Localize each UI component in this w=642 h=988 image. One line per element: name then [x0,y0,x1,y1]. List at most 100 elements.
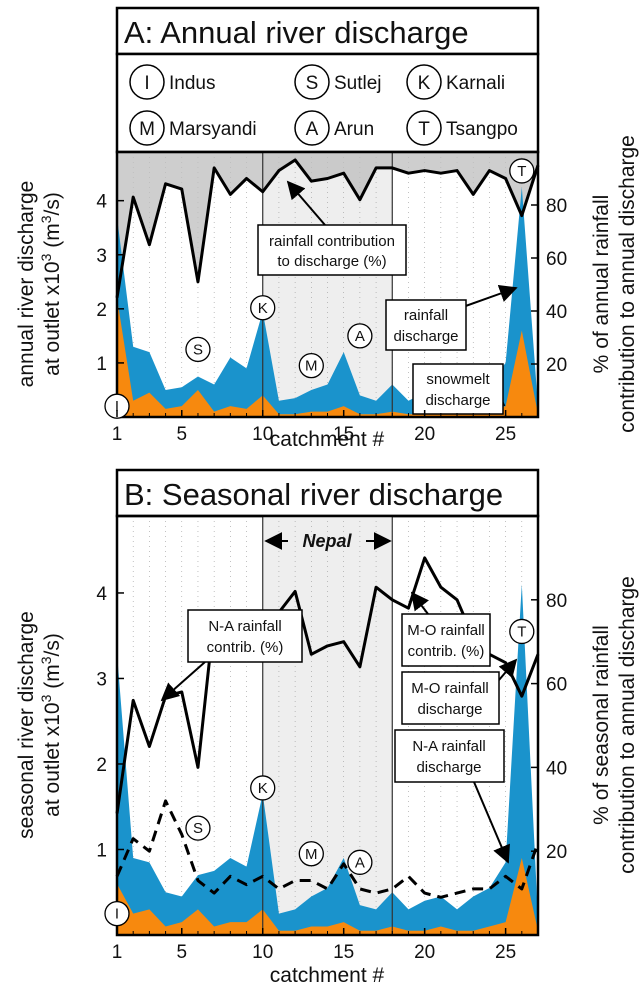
annotation-text: rainfall contribution [269,233,395,250]
annotation-text: M-O rainfall [411,680,489,697]
y-axis-label-b: seasonal river discharge at outlet x103 … [15,611,64,839]
x-tick-label: 5 [176,942,187,963]
river-marker [104,393,130,419]
legend-label: Arun [334,119,374,140]
river-markers-b: I S K M A T [104,618,535,927]
annotation-na-discharge: N-A rainfall discharge [394,729,510,864]
y-tick-label: 4 [96,192,107,213]
y-tick-label: 2 [96,300,107,321]
legend-code: T [418,119,430,140]
legend-label: Marsyandi [169,119,257,140]
river-marker-code: T [517,623,526,640]
annotation-text: discharge [417,701,482,718]
svg-text:seasonal river discharge: seasonal river discharge [15,611,38,839]
x-tick-label: 15 [333,424,354,445]
nepal-label: Nepal [302,531,352,551]
river-marker-code: A [355,854,365,871]
river-marker-code: S [193,341,203,358]
river-marker [347,323,373,349]
legend: I Indus S Sutlej K Karnali M Marsyandi A Arun T Tsa… [129,64,518,146]
y2-tick-label: 80 [546,591,567,612]
legend-item: K Karnali [406,64,505,100]
legend-label: Tsangpo [446,119,518,140]
legend-marker [129,64,165,100]
annotation-rainfall-contribution: rainfall contribution to discharge (%) [257,180,407,276]
river-marker-code: K [258,300,268,317]
river-marker [509,158,535,184]
y2-tick-label: 40 [546,758,567,779]
svg-text:contribution to annual dischar: contribution to annual discharge [616,576,639,874]
legend-code: M [139,119,155,140]
annotation-text: discharge [393,328,458,345]
legend-item: S Sutlej [294,64,382,100]
x-tick-label: 20 [414,942,435,963]
annotation-text: discharge [425,392,490,409]
contribution-line [115,158,540,298]
y2-tick-label: 20 [546,355,567,376]
title-b: B: Seasonal river discharge [124,477,503,512]
plot-area-b [115,516,540,935]
legend-code: I [144,73,149,94]
title-box-b [115,468,540,518]
y-tick-label: 2 [96,755,107,776]
legend-marker [129,110,165,146]
svg-text:annual river discharge: annual river discharge [15,181,38,388]
legend-item: I Indus [129,64,215,100]
y2-axis-label-b: % of seasonal rainfall contribution to a… [590,576,639,874]
annotation-text: to discharge (%) [277,253,386,270]
y2-tick-label: 40 [546,302,567,323]
svg-text:contribution to annual dischar: contribution to annual discharge [616,135,639,433]
river-marker [250,775,276,801]
x-tick-label: 20 [414,424,435,445]
y-tick-label: 3 [96,246,107,267]
legend-label: Sutlej [334,73,382,94]
svg-text:at outlet x103 (m3/s): at outlet x103 (m3/s) [38,633,64,817]
annotation-text: contrib. (%) [207,639,284,656]
legend-marker [294,64,330,100]
y2-tick-label: 80 [546,196,567,217]
y-tick-label: 3 [96,669,107,690]
y2-tick-label: 60 [546,249,567,270]
river-marker [104,900,130,927]
x-tick-label: 10 [252,424,273,445]
x-tick-label: 1 [112,424,123,445]
legend-item: A Arun [294,110,374,146]
legend-marker [294,110,330,146]
river-marker-code: K [258,780,268,797]
river-marker-code: M [305,846,318,863]
x-axis-label-b: catchment # [270,964,385,987]
river-marker [185,815,211,841]
annotation-text: N-A rainfall [412,738,485,755]
svg-text:% of seasonal rainfall: % of seasonal rainfall [590,625,613,825]
annotation-text: contrib. (%) [408,643,485,660]
legend-code: K [418,73,431,94]
river-marker [509,618,535,645]
annotation-na-contrib: N-A rainfall contrib. (%) [160,609,303,702]
river-marker [298,352,324,379]
snow-discharge-area [117,298,538,417]
y-tick-label: 1 [96,354,107,375]
annotation-mo-contrib: M-O rainfall contrib. (%) [401,591,491,667]
river-marker [250,295,276,321]
legend-code: A [306,119,319,140]
nepal-band-label: Nepal [264,531,392,551]
y2-tick-label: 20 [546,842,567,863]
river-marker-code: I [115,906,119,923]
annotation-text: snowmelt [426,371,490,388]
river-marker [185,336,211,363]
legend-item: M Marsyandi [129,110,257,146]
svg-text:% of annual rainfall: % of annual rainfall [590,195,613,374]
y-axis-label-a: annual river discharge at outlet x103 (m… [15,181,64,388]
legend-label: Karnali [446,73,505,94]
x-tick-label: 10 [252,942,273,963]
y-tick-label: 1 [96,840,107,861]
rain-discharge-area [117,584,538,935]
annotation-text: N-A rainfall [208,618,281,635]
river-marker-code: M [305,358,318,375]
nepal-band [262,516,393,935]
legend-marker [406,110,442,146]
title-box-a [115,6,540,56]
annotation-text: discharge [416,759,481,776]
